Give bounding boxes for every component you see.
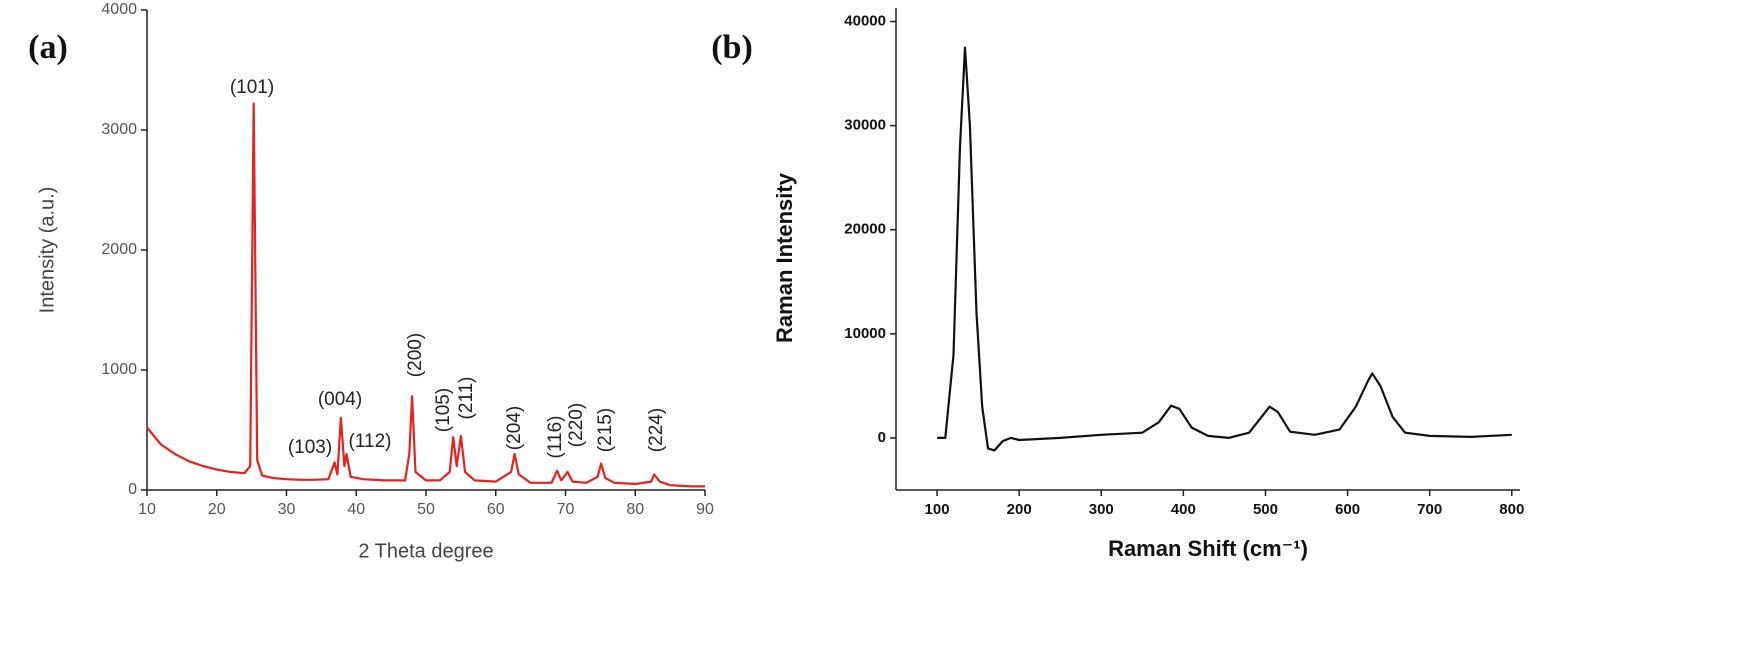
peak-label: (215) bbox=[595, 408, 616, 452]
y-tick-label: 4000 bbox=[101, 1, 137, 18]
x-tick-label: 200 bbox=[1007, 501, 1032, 518]
x-tick-label: 400 bbox=[1171, 501, 1196, 518]
x-tick-label: 800 bbox=[1499, 501, 1524, 518]
x-tick-label: 90 bbox=[696, 501, 714, 518]
peak-label: (112) bbox=[349, 431, 392, 452]
x-tick-label: 70 bbox=[557, 501, 575, 518]
x-tick-label: 50 bbox=[417, 501, 435, 518]
peak-label: (220) bbox=[566, 403, 587, 447]
x-tick-label: 40 bbox=[347, 501, 365, 518]
peak-label: (004) bbox=[318, 389, 362, 410]
x-tick-label: 600 bbox=[1335, 501, 1360, 518]
x-tick-label: 10 bbox=[138, 501, 156, 518]
peak-label: (211) bbox=[456, 377, 477, 420]
peak-label: (200) bbox=[405, 333, 426, 377]
peak-label: (103) bbox=[288, 437, 332, 458]
peak-label: (101) bbox=[230, 77, 274, 98]
x-tick-label: 60 bbox=[487, 501, 505, 518]
panel-label: (a) bbox=[28, 29, 68, 66]
x-axis-label: Raman Shift (cm⁻¹) bbox=[1108, 536, 1308, 561]
x-tick-label: 20 bbox=[208, 501, 226, 518]
y-tick-label: 10000 bbox=[844, 325, 886, 342]
y-axis-label: Intensity (a.u.) bbox=[36, 187, 58, 314]
x-tick-label: 80 bbox=[626, 501, 644, 518]
y-tick-label: 2000 bbox=[101, 241, 137, 258]
x-tick-label: 100 bbox=[925, 501, 950, 518]
peak-label: (116) bbox=[545, 416, 566, 459]
y-tick-label: 40000 bbox=[844, 13, 886, 30]
y-tick-label: 3000 bbox=[101, 121, 137, 138]
y-tick-label: 20000 bbox=[844, 221, 886, 238]
data-line bbox=[937, 46, 1512, 452]
x-tick-label: 300 bbox=[1089, 501, 1114, 518]
y-tick-label: 1000 bbox=[101, 361, 137, 378]
y-tick-label: 30000 bbox=[844, 117, 886, 134]
y-axis-label: Raman Intensity bbox=[772, 172, 797, 343]
x-tick-label: 500 bbox=[1253, 501, 1278, 518]
peak-label: (105) bbox=[433, 388, 454, 432]
y-tick-label: 0 bbox=[878, 429, 886, 446]
peak-label: (204) bbox=[504, 406, 525, 450]
x-tick-label: 700 bbox=[1417, 501, 1442, 518]
x-axis-label: 2 Theta degree bbox=[358, 540, 493, 562]
x-tick-label: 30 bbox=[278, 501, 296, 518]
panel-label: (b) bbox=[711, 29, 753, 66]
y-tick-label: 0 bbox=[128, 481, 137, 498]
data-line bbox=[146, 102, 705, 488]
peak-label: (224) bbox=[646, 408, 667, 452]
